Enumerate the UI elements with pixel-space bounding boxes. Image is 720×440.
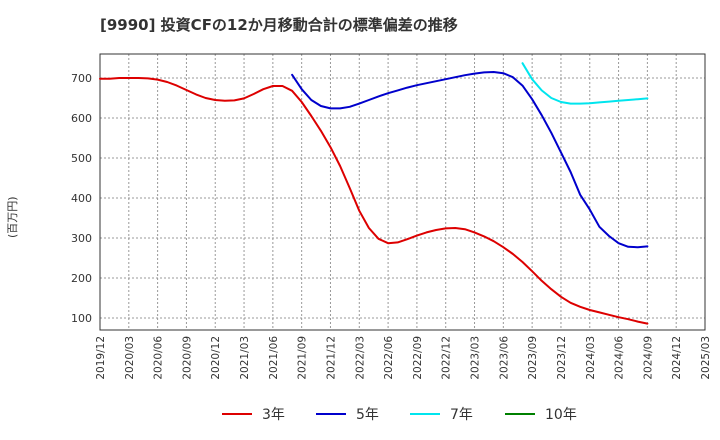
x-tick-label: 2021/12	[325, 336, 337, 380]
y-tick-label: 700	[71, 72, 92, 85]
x-tick-label: 2023/03	[470, 336, 482, 380]
legend-label: 10年	[545, 407, 577, 423]
series-line-1	[99, 77, 649, 325]
legend-item: 7年	[410, 404, 473, 424]
x-tick-label: 2022/06	[383, 336, 395, 380]
x-tick-label: 2023/06	[498, 336, 510, 380]
x-tick-label: 2021/06	[268, 336, 280, 380]
x-tick-label: 2022/12	[441, 336, 453, 380]
chart-title: [9990] 投資CFの12か月移動合計の標準偏差の推移	[100, 16, 458, 34]
y-tick-label: 400	[71, 192, 92, 205]
legend-item: 3年	[222, 404, 285, 424]
x-tick-label: 2024/12	[671, 336, 683, 380]
series-line-3	[521, 62, 649, 105]
series-line-2	[291, 71, 649, 249]
x-tick-label: 2022/09	[412, 336, 424, 380]
x-tick-label: 2024/03	[585, 336, 597, 380]
legend-swatch	[222, 413, 252, 415]
x-tick-label: 2020/09	[181, 336, 193, 380]
x-tick-label: 2024/06	[614, 336, 626, 380]
legend-swatch	[316, 413, 346, 415]
x-tick-label: 2020/06	[153, 336, 165, 380]
legend: 3年 5年 7年 10年	[0, 404, 720, 428]
x-tick-label: 2023/09	[527, 336, 539, 380]
x-tick-label: 2024/09	[642, 336, 654, 380]
plot-area	[100, 54, 705, 330]
x-tick-label: 2020/03	[124, 336, 136, 380]
x-tick-label: 2025/03	[700, 336, 712, 380]
x-tick-label: 2023/12	[556, 336, 568, 380]
x-tick-label: 2021/09	[297, 336, 309, 380]
y-tick-label: 600	[71, 112, 92, 125]
x-tick-label: 2019/12	[95, 336, 107, 380]
legend-swatch	[410, 413, 440, 415]
legend-label: 5年	[356, 407, 379, 423]
legend-item: 5年	[316, 404, 379, 424]
y-tick-label: 200	[71, 272, 92, 285]
legend-label: 7年	[450, 407, 473, 423]
y-tick-label: 500	[71, 152, 92, 165]
y-tick-label: 300	[71, 232, 92, 245]
plot-border	[99, 53, 706, 331]
x-tick-label: 2020/12	[210, 336, 222, 380]
x-tick-label: 2022/03	[354, 336, 366, 380]
legend-item: 10年	[505, 404, 577, 424]
legend-swatch	[505, 413, 535, 415]
x-tick-label: 2021/03	[239, 336, 251, 380]
y-tick-label: 100	[71, 312, 92, 325]
legend-label: 3年	[262, 407, 285, 423]
